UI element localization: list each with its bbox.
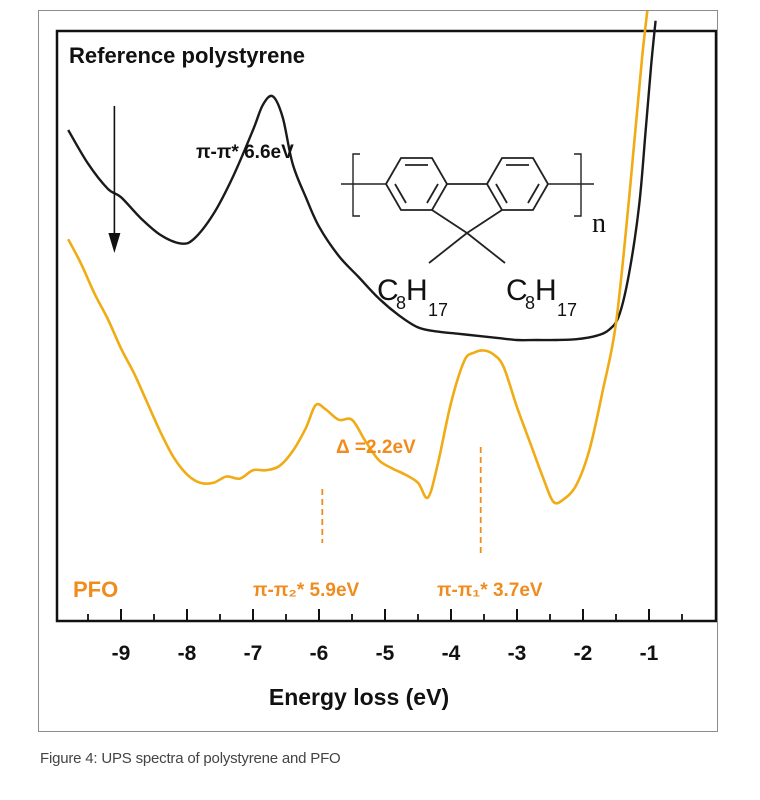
x-tick-label: -3 xyxy=(508,642,527,665)
svg-text:H: H xyxy=(535,274,557,307)
pi-pi2-label: π-π₂* 5.9eV xyxy=(253,580,360,601)
x-tick-label: -9 xyxy=(112,642,131,665)
substituent-left: C 8 H 17 xyxy=(377,274,448,320)
svg-text:C: C xyxy=(377,274,399,307)
pi-pi-star-label: π-π* 6.6eV xyxy=(196,142,294,163)
x-axis-title: Energy loss (eV) xyxy=(269,684,449,710)
x-tick-label: -6 xyxy=(310,642,329,665)
series-line-pfo xyxy=(67,11,649,505)
delta-label: Δ =2.2eV xyxy=(336,437,416,458)
x-tick-label: -5 xyxy=(376,642,395,665)
svg-text:8: 8 xyxy=(525,293,535,313)
x-tick-label: -1 xyxy=(640,642,659,665)
x-tick-label: -8 xyxy=(178,642,197,665)
chart-title: Reference polystyrene xyxy=(69,43,305,68)
pfo-label: PFO xyxy=(73,577,118,602)
annotation-layer xyxy=(108,106,482,556)
figure-caption: Figure 4: UPS spectra of polystyrene and… xyxy=(40,750,341,767)
svg-text:H: H xyxy=(406,274,428,307)
x-tick-label: -2 xyxy=(574,642,593,665)
substituent-right: C 8 H 17 xyxy=(506,274,577,320)
x-tick-labels: -9 -8 -7 -6 -5 -4 -3 -2 -1 xyxy=(112,642,659,665)
ups-spectra-chart: -9 -8 -7 -6 -5 -4 -3 -2 -1 Energy loss (eV) Refe… xyxy=(55,11,717,710)
x-tick-label: -7 xyxy=(244,642,263,665)
svg-text:8: 8 xyxy=(396,293,406,313)
x-tick-marks xyxy=(87,609,683,621)
figure-frame: -9 -8 -7 -6 -5 -4 -3 -2 -1 Energy loss (eV) Refe… xyxy=(38,10,718,732)
x-tick-label: -4 xyxy=(442,642,461,665)
pi-pi1-label: π-π₁* 3.7eV xyxy=(437,580,543,601)
plot-area xyxy=(55,29,717,623)
svg-text:C: C xyxy=(506,274,528,307)
repeat-unit-n: n xyxy=(592,208,606,239)
pfo-molecule-structure xyxy=(341,153,594,264)
svg-text:17: 17 xyxy=(428,300,448,320)
down-arrow-head xyxy=(108,233,121,253)
svg-text:17: 17 xyxy=(557,300,577,320)
series-line-reference-polystyrene xyxy=(67,20,657,342)
series-layer xyxy=(67,11,657,505)
